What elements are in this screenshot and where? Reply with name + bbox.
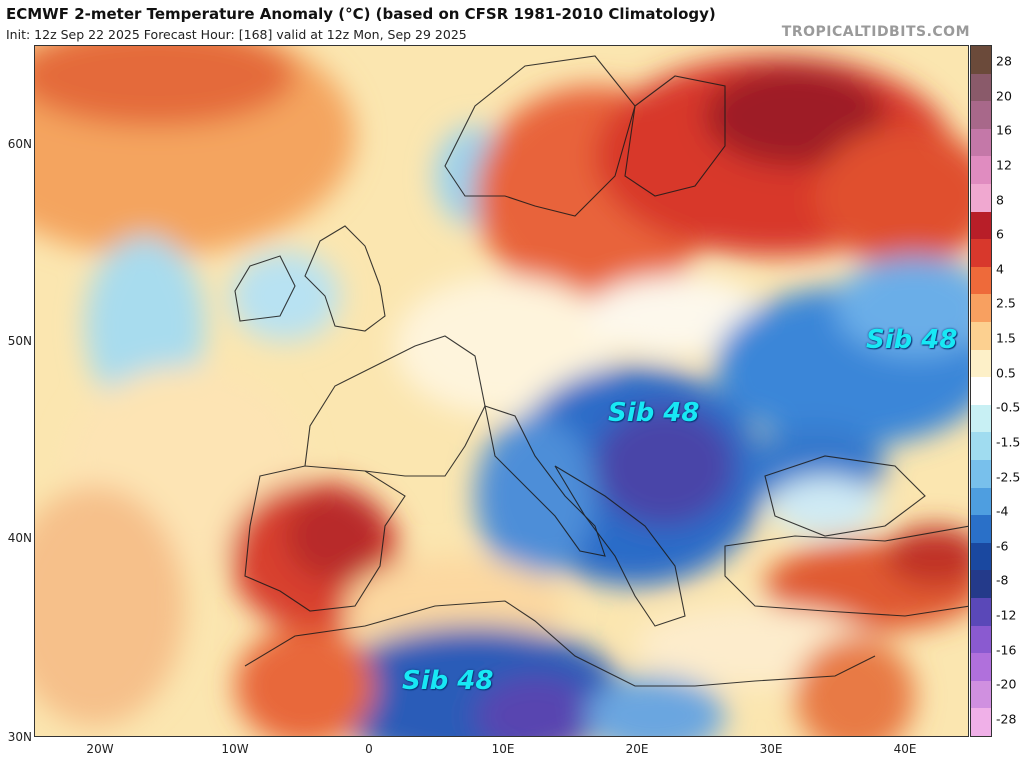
- chart-subtitle: Init: 12z Sep 22 2025 Forecast Hour: [16…: [6, 27, 467, 42]
- colorbar-swatch: [971, 680, 991, 709]
- colorbar-swatch: [971, 515, 991, 544]
- colorbar-label: -2.5: [996, 469, 1021, 485]
- colorbar-swatch: [971, 653, 991, 682]
- colorbar-label: 4: [996, 261, 1004, 277]
- lon-label-20w: 20W: [86, 742, 114, 756]
- colorbar-label: -8: [996, 572, 1009, 588]
- annotation-sib-48-africa: Sib 48: [402, 666, 494, 696]
- colorbar-label: 8: [996, 192, 1004, 208]
- colorbar-swatch: [971, 184, 991, 213]
- colorbar-label: 16: [996, 122, 1012, 138]
- colorbar-swatch: [971, 460, 991, 489]
- anomaly-field: [35, 46, 968, 736]
- colorbar: [970, 45, 992, 737]
- lat-label-30n: 30N: [7, 730, 32, 744]
- colorbar-swatch: [971, 432, 991, 461]
- lon-label-30e: 30E: [759, 742, 783, 756]
- coastlines: [234, 55, 968, 687]
- colorbar-swatch: [971, 101, 991, 130]
- colorbar-label: -12: [996, 607, 1017, 623]
- colorbar-swatch: [971, 349, 991, 378]
- colorbar-label: 12: [996, 157, 1012, 173]
- colorbar-swatch: [971, 294, 991, 323]
- colorbar-swatch: [971, 404, 991, 433]
- colorbar-swatch: [971, 542, 991, 571]
- colorbar-swatch: [971, 128, 991, 157]
- colorbar-swatch: [971, 570, 991, 599]
- colorbar-label: -20: [996, 676, 1017, 692]
- colorbar-label: 6: [996, 226, 1004, 242]
- colorbar-label: 28: [996, 53, 1012, 69]
- colorbar-label: 1.5: [996, 330, 1016, 346]
- colorbar-label: -1.5: [996, 434, 1021, 450]
- colorbar-swatch: [971, 211, 991, 240]
- colorbar-swatch: [971, 73, 991, 102]
- anomaly-map-svg: [35, 46, 968, 736]
- chart-title: ECMWF 2-meter Temperature Anomaly (°C) (…: [6, 5, 716, 23]
- colorbar-swatch: [971, 377, 991, 406]
- colorbar-label: 2.5: [996, 295, 1016, 311]
- lon-label-0: 0: [365, 742, 373, 756]
- colorbar-swatch: [971, 708, 991, 737]
- colorbar-swatch: [971, 322, 991, 351]
- colorbar-swatch: [971, 239, 991, 268]
- colorbar-swatch: [971, 156, 991, 185]
- lon-label-20e: 20E: [625, 742, 649, 756]
- colorbar-label: -0.5: [996, 399, 1021, 415]
- colorbar-swatch: [971, 487, 991, 516]
- colorbar-swatch: [971, 625, 991, 654]
- lon-label-40e: 40E: [893, 742, 917, 756]
- lat-label-50n: 50N: [7, 334, 32, 348]
- brand-watermark: TROPICALTIDBITS.COM: [781, 24, 970, 40]
- lat-label-60n: 60N: [7, 137, 32, 151]
- colorbar-swatch: [971, 598, 991, 627]
- lat-label-40n: 40N: [7, 531, 32, 545]
- annotation-sib-48-balkans: Sib 48: [608, 398, 700, 428]
- lon-label-10w: 10W: [221, 742, 249, 756]
- colorbar-label: -16: [996, 642, 1017, 658]
- colorbar-label: -28: [996, 711, 1017, 727]
- colorbar-label: 0.5: [996, 365, 1016, 381]
- colorbar-swatch: [971, 266, 991, 295]
- colorbar-swatch: [971, 46, 991, 75]
- colorbar-label: 20: [996, 88, 1012, 104]
- colorbar-label: -4: [996, 503, 1009, 519]
- lon-label-10e: 10E: [491, 742, 515, 756]
- anomaly-map: [34, 45, 969, 737]
- annotation-sib-48-east: Sib 48: [866, 325, 958, 355]
- colorbar-label: -6: [996, 538, 1009, 554]
